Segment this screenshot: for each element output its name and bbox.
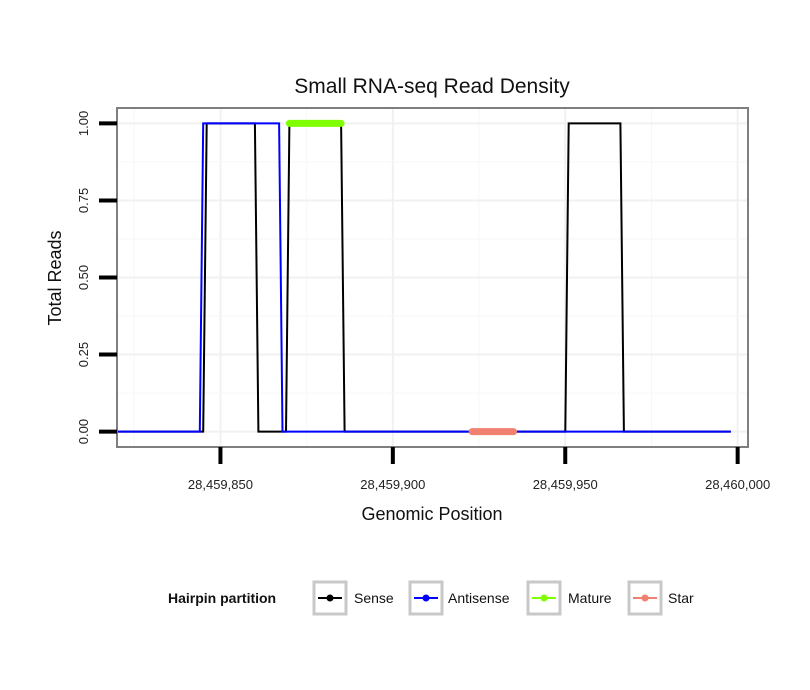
series-layer — [117, 119, 731, 436]
chart-title: Small RNA-seq Read Density — [294, 75, 570, 98]
x-tick-label: 28,459,850 — [188, 477, 253, 492]
y-tick-label: 0.50 — [76, 265, 91, 290]
y-axis: 0.00 0.25 0.50 0.75 1.00 — [76, 111, 117, 444]
legend-label: Star — [668, 590, 694, 606]
y-tick-label: 0.25 — [76, 342, 91, 367]
legend-item-star: Star — [627, 580, 694, 616]
x-tick-label: 28,460,000 — [705, 477, 770, 492]
legend-item-mature: Mature — [526, 580, 612, 616]
y-axis-title: Total Reads — [45, 230, 65, 325]
plot-panel — [116, 107, 749, 448]
x-tick-label: 28,459,950 — [533, 477, 598, 492]
legend-label: Sense — [354, 590, 394, 606]
legend-item-sense: Sense — [312, 580, 394, 616]
legend-key-point — [326, 594, 334, 602]
y-tick-label: 0.00 — [76, 419, 91, 444]
legend-key-point — [540, 594, 548, 602]
grid — [117, 108, 748, 447]
legend-key-point — [641, 594, 649, 602]
x-axis-title: Genomic Position — [361, 504, 502, 524]
legend-label: Antisense — [448, 590, 510, 606]
legend: Hairpin partition Sense Antisense Mature St… — [168, 580, 694, 616]
series-antisense-line — [117, 122, 731, 433]
legend-label: Mature — [568, 590, 612, 606]
x-tick-label: 28,459,900 — [360, 477, 425, 492]
x-axis: 28,459,850 28,459,900 28,459,950 28,460,000 — [188, 447, 770, 492]
y-tick-label: 0.75 — [76, 188, 91, 213]
legend-item-antisense: Antisense — [408, 580, 510, 616]
y-tick-label: 1.00 — [76, 111, 91, 136]
legend-title: Hairpin partition — [168, 590, 276, 606]
legend-key-point — [422, 594, 430, 602]
